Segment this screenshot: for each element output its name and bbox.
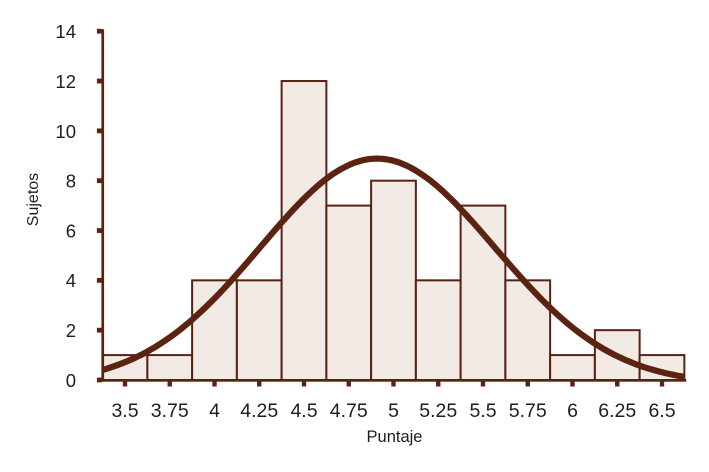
svg-text:Sujetos: Sujetos [25,173,42,226]
svg-text:5.25: 5.25 [419,400,457,422]
svg-text:2: 2 [66,320,76,341]
svg-text:6.25: 6.25 [598,400,636,422]
svg-text:4.5: 4.5 [290,400,317,422]
svg-text:10: 10 [55,121,76,142]
svg-text:4.25: 4.25 [240,400,278,422]
svg-text:4: 4 [66,270,76,291]
svg-text:8: 8 [66,171,76,192]
svg-text:14: 14 [55,21,76,42]
svg-text:Puntaje: Puntaje [367,428,423,446]
svg-text:12: 12 [55,71,76,92]
svg-text:6.5: 6.5 [648,400,675,422]
svg-text:5: 5 [388,400,399,422]
svg-text:6: 6 [567,400,578,422]
svg-text:4.75: 4.75 [330,400,368,422]
svg-text:3.5: 3.5 [111,400,138,422]
svg-text:6: 6 [66,220,76,241]
svg-text:5.5: 5.5 [469,400,496,422]
svg-text:3.75: 3.75 [151,400,189,422]
svg-text:4: 4 [209,400,220,422]
svg-text:0: 0 [66,370,76,391]
svg-text:5.75: 5.75 [509,400,547,422]
